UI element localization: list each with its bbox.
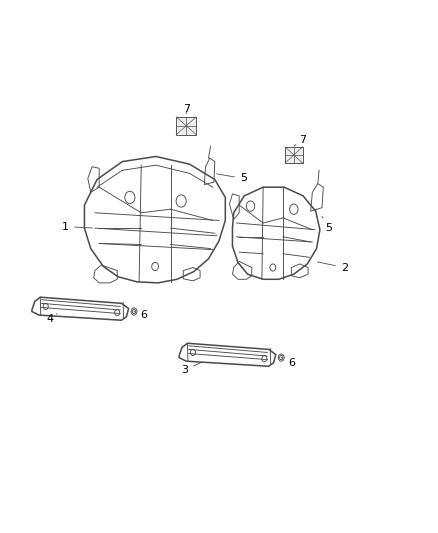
Bar: [176, 117, 196, 135]
Text: 7: 7: [294, 135, 306, 146]
Text: 7: 7: [183, 104, 190, 114]
Text: 6: 6: [134, 310, 148, 320]
Bar: [285, 147, 303, 163]
Text: 5: 5: [217, 173, 247, 183]
Text: 2: 2: [318, 262, 348, 272]
Text: 1: 1: [62, 222, 92, 232]
Text: 6: 6: [281, 358, 295, 368]
Text: 3: 3: [181, 362, 202, 375]
Text: 5: 5: [322, 216, 333, 233]
Text: 4: 4: [46, 313, 57, 324]
